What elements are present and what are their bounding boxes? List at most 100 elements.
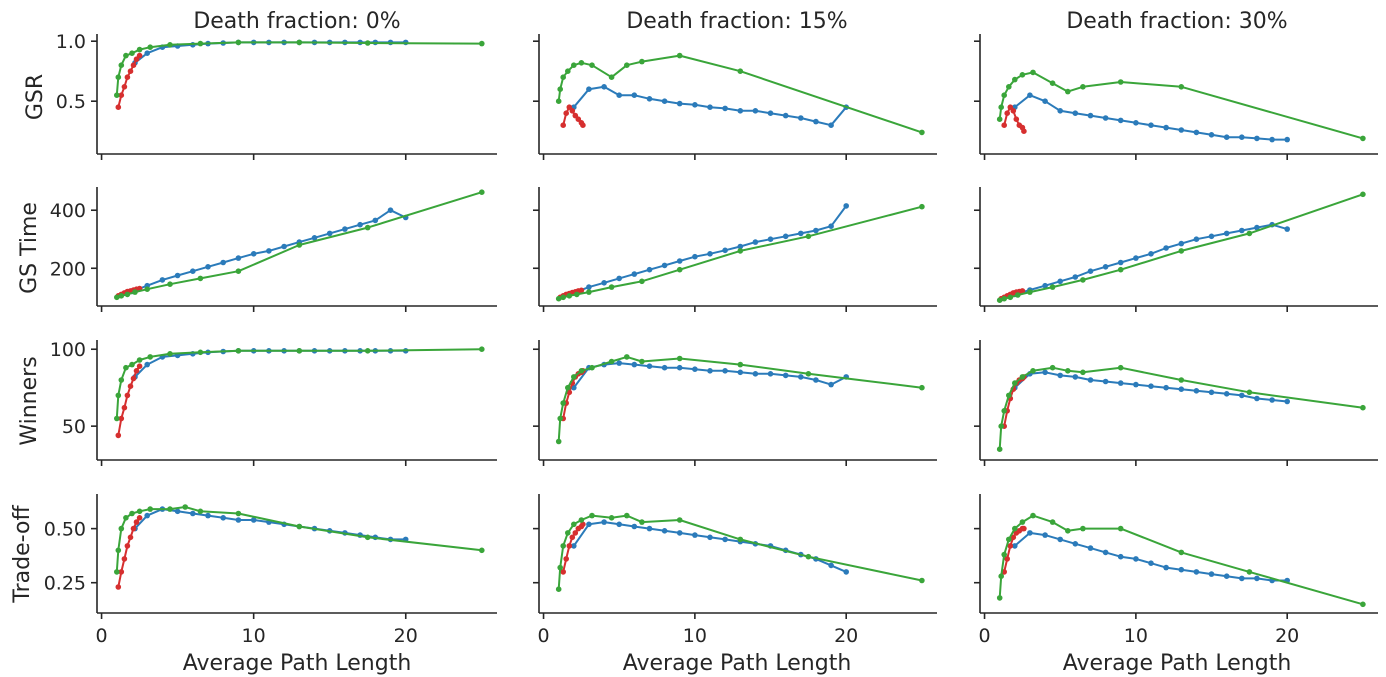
data-point xyxy=(197,40,204,47)
data-point xyxy=(1193,569,1200,575)
data-point xyxy=(479,189,485,195)
data-point xyxy=(646,266,653,273)
data-point xyxy=(646,525,653,532)
series-green xyxy=(996,364,1366,453)
data-point xyxy=(676,266,683,273)
series-blue xyxy=(571,203,849,296)
data-point xyxy=(563,556,569,562)
data-point xyxy=(144,286,150,293)
data-point xyxy=(1117,117,1124,124)
data-point xyxy=(616,92,622,98)
data-point xyxy=(133,368,140,374)
data-point xyxy=(1027,92,1033,98)
x-tick-label: 0 xyxy=(96,625,108,647)
data-point xyxy=(676,100,683,107)
data-point xyxy=(555,438,562,445)
data-point xyxy=(387,207,394,213)
y-tick-label: 0.50 xyxy=(44,519,86,541)
panel-r2-c1: 200 400 xyxy=(50,187,497,312)
data-point xyxy=(1148,122,1154,128)
data-point xyxy=(1102,115,1109,121)
data-point xyxy=(707,368,713,374)
panel-r3-c3 xyxy=(974,340,1378,466)
data-point xyxy=(167,351,173,357)
data-point xyxy=(1080,84,1086,90)
data-point xyxy=(357,221,363,228)
data-point xyxy=(250,251,257,257)
series-red xyxy=(1001,104,1027,134)
series-blue xyxy=(571,519,849,575)
data-point xyxy=(127,68,134,74)
data-point xyxy=(737,361,744,368)
panel-r3-c1: 50 100 xyxy=(50,339,497,466)
data-point xyxy=(364,348,371,354)
data-point xyxy=(133,519,140,525)
data-point xyxy=(1284,226,1290,232)
series-red xyxy=(560,104,586,128)
data-point xyxy=(692,102,698,108)
data-point xyxy=(707,534,713,541)
data-point xyxy=(1001,122,1007,128)
data-point xyxy=(1021,525,1027,532)
series-line xyxy=(115,506,482,572)
data-point xyxy=(115,392,122,399)
data-point xyxy=(1012,525,1018,532)
data-point xyxy=(205,512,211,519)
data-point xyxy=(147,44,153,50)
data-point xyxy=(1208,571,1215,577)
data-point xyxy=(115,584,122,590)
ylabel-gsr: GSR xyxy=(23,74,48,120)
data-point xyxy=(1163,564,1169,571)
data-point xyxy=(114,569,120,575)
data-point xyxy=(998,423,1004,430)
data-point xyxy=(1148,560,1154,566)
data-point xyxy=(121,84,128,90)
data-point xyxy=(1001,92,1007,98)
data-point xyxy=(1178,549,1185,556)
data-point xyxy=(1193,388,1200,394)
series-green xyxy=(555,52,925,136)
data-point xyxy=(118,569,125,575)
data-point xyxy=(1117,266,1124,273)
data-point xyxy=(631,92,638,98)
panel-r4-c2: 0 10 20 xyxy=(533,494,937,647)
data-point xyxy=(127,534,134,541)
data-point xyxy=(737,108,744,114)
series-green xyxy=(996,69,1366,142)
data-point xyxy=(1178,566,1185,573)
data-point xyxy=(676,258,683,264)
data-point xyxy=(197,275,204,282)
data-point xyxy=(555,98,562,104)
series-red xyxy=(560,521,586,575)
data-point xyxy=(1117,79,1124,85)
data-point xyxy=(123,52,129,59)
data-point xyxy=(124,74,131,80)
data-point xyxy=(1239,392,1245,399)
data-point xyxy=(1007,543,1014,549)
data-point xyxy=(737,248,744,254)
data-point xyxy=(197,349,204,356)
data-point xyxy=(616,360,622,366)
data-point xyxy=(580,122,586,128)
data-point xyxy=(1030,69,1036,76)
data-point xyxy=(1013,116,1020,122)
data-point xyxy=(118,92,125,98)
x-tick-label: 20 xyxy=(834,625,858,647)
data-point xyxy=(127,383,134,390)
data-point xyxy=(1087,112,1094,119)
data-point xyxy=(707,104,713,110)
data-point xyxy=(1284,398,1290,405)
data-point xyxy=(1208,389,1215,396)
data-point xyxy=(639,58,645,65)
data-point xyxy=(1019,288,1026,294)
data-point xyxy=(118,525,125,532)
data-point xyxy=(311,235,318,241)
data-point xyxy=(326,230,333,237)
data-point xyxy=(1027,530,1033,536)
data-point xyxy=(1030,368,1036,374)
data-point xyxy=(1012,76,1018,83)
data-point xyxy=(1019,519,1026,525)
data-point xyxy=(130,375,137,382)
series-blue xyxy=(571,84,849,128)
